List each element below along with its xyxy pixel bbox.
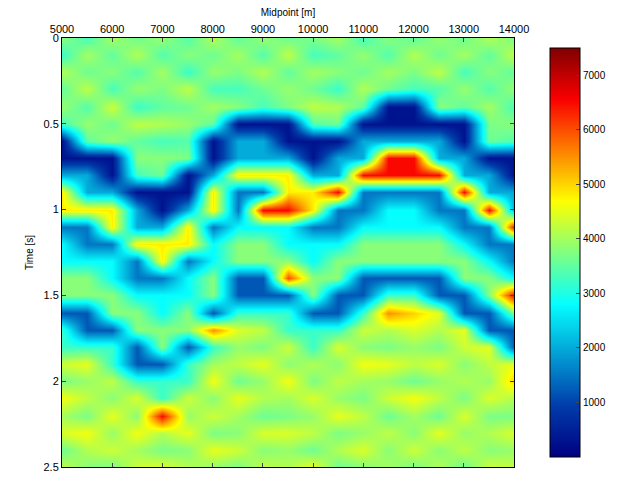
svg-text:8000: 8000 bbox=[200, 23, 224, 35]
svg-text:5000: 5000 bbox=[50, 23, 74, 35]
svg-text:13000: 13000 bbox=[448, 23, 479, 35]
svg-text:12000: 12000 bbox=[398, 23, 429, 35]
svg-text:3000: 3000 bbox=[583, 288, 606, 299]
svg-text:6000: 6000 bbox=[100, 23, 124, 35]
svg-text:14000: 14000 bbox=[499, 23, 530, 35]
svg-text:5000: 5000 bbox=[583, 179, 606, 190]
svg-text:0: 0 bbox=[53, 32, 59, 44]
svg-text:7000: 7000 bbox=[583, 70, 606, 81]
svg-text:1: 1 bbox=[53, 203, 59, 215]
svg-text:11000: 11000 bbox=[348, 23, 378, 35]
svg-text:2000: 2000 bbox=[583, 342, 606, 353]
svg-text:2: 2 bbox=[53, 375, 59, 387]
svg-text:1000: 1000 bbox=[583, 397, 606, 408]
svg-text:4000: 4000 bbox=[583, 233, 606, 244]
svg-text:0.5: 0.5 bbox=[44, 118, 59, 130]
svg-text:6000: 6000 bbox=[583, 124, 606, 135]
svg-text:Midpoint [m]: Midpoint [m] bbox=[261, 7, 316, 18]
svg-text:10000: 10000 bbox=[298, 23, 329, 35]
svg-text:Time [s]: Time [s] bbox=[24, 235, 35, 270]
svg-text:2.5: 2.5 bbox=[44, 461, 59, 473]
svg-text:7000: 7000 bbox=[150, 23, 174, 35]
svg-text:9000: 9000 bbox=[251, 23, 275, 35]
svg-text:1.5: 1.5 bbox=[44, 289, 59, 301]
